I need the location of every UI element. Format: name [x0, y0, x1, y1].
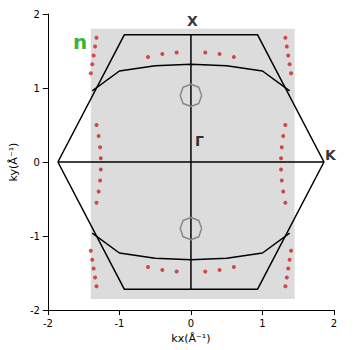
svg-text:0: 0: [33, 157, 39, 168]
svg-text:-1: -1: [114, 318, 124, 329]
svg-text:K: K: [325, 147, 337, 163]
svg-text:0: 0: [188, 318, 194, 329]
svg-text:-1: -1: [30, 231, 40, 242]
svg-text:ky(Å⁻¹): ky(Å⁻¹): [7, 143, 20, 182]
svg-text:-2: -2: [43, 318, 53, 329]
svg-text:X: X: [187, 13, 198, 29]
svg-text:2: 2: [331, 318, 337, 329]
svg-text:n: n: [73, 30, 87, 54]
svg-text:-2: -2: [30, 305, 40, 316]
svg-text:1: 1: [259, 318, 265, 329]
svg-text:Γ: Γ: [195, 133, 204, 149]
svg-text:2: 2: [33, 9, 39, 20]
svg-text:1: 1: [33, 83, 39, 94]
svg-text:kx(Å⁻¹): kx(Å⁻¹): [171, 332, 210, 345]
